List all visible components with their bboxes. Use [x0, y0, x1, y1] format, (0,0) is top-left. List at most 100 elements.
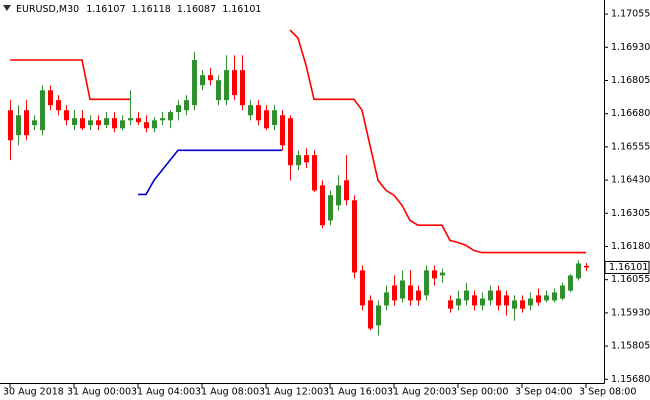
candle-body [152, 120, 157, 129]
candle-body [488, 290, 493, 301]
candle-body [280, 115, 285, 146]
candle-body [120, 120, 125, 129]
candle-body [416, 290, 421, 301]
candle-body [208, 75, 213, 81]
candle-body [88, 120, 93, 126]
candle-body [544, 295, 549, 301]
x-tick-label: 3 Sep 04:00 [515, 387, 572, 398]
candle-body [392, 285, 397, 301]
candle-body [360, 270, 365, 306]
indicator-line [10, 29, 586, 254]
y-tick-label: 1.15930 [611, 307, 650, 318]
candle-body [376, 305, 381, 326]
candle-body [408, 285, 413, 301]
candle-body [512, 300, 517, 309]
candle-body [288, 118, 293, 166]
candle-body [552, 292, 557, 301]
candle-body [368, 300, 373, 329]
candle-body [216, 80, 221, 101]
candle-body [472, 295, 477, 306]
candle-body [16, 115, 21, 136]
chart-header: EURUSD,M30 1.16107 1.16118 1.16087 1.161… [16, 4, 261, 15]
candle-body [192, 60, 197, 106]
candle-body [232, 70, 237, 96]
candle-body [24, 110, 29, 136]
candle-body [464, 290, 469, 301]
y-tick-label: 1.16805 [611, 75, 650, 86]
candle-body [224, 70, 229, 101]
candle-body [584, 265, 589, 268]
price-label-box [604, 260, 650, 274]
candle-body [304, 155, 309, 163]
candle-body [432, 270, 437, 279]
low-value: 1.16087 [177, 4, 216, 15]
candle-body [72, 118, 77, 126]
candle-body [184, 100, 189, 111]
x-tick-label: 31 Aug 20:00 [387, 387, 451, 398]
candle-body [336, 185, 341, 206]
candle-body [160, 118, 165, 121]
x-tick-label: 31 Aug 08:00 [195, 387, 259, 398]
candle-body [40, 90, 45, 131]
candle-body [352, 200, 357, 273]
candle-body [200, 75, 205, 86]
candle-body [496, 290, 501, 306]
candle-body [520, 300, 525, 309]
y-tick-label: 1.16305 [611, 208, 650, 219]
candle-body [328, 195, 333, 221]
candle-body [504, 295, 509, 306]
close-value: 1.16101 [222, 4, 261, 15]
candle-body [568, 275, 573, 291]
y-tick-label: 1.16430 [611, 175, 650, 186]
candle-body [528, 298, 533, 306]
y-tick-label: 1.16555 [611, 141, 650, 152]
indicator-line [138, 149, 282, 196]
candle-body [536, 295, 541, 303]
candle-body [440, 272, 445, 276]
candle-body [448, 300, 453, 309]
candle-body [400, 280, 405, 299]
x-tick-label: 3 Sep 08:00 [579, 387, 636, 398]
candle-body [96, 120, 101, 126]
x-tick-label: 31 Aug 00:00 [67, 387, 131, 398]
x-tick-label: 31 Aug 16:00 [323, 387, 387, 398]
candle-body [456, 298, 461, 306]
candle-body [144, 122, 149, 129]
candle-body [240, 70, 245, 106]
x-tick-label: 3 Sep 00:00 [451, 387, 508, 398]
open-value: 1.16107 [86, 4, 125, 15]
high-value: 1.16118 [132, 4, 171, 15]
candle-body [104, 118, 109, 126]
x-tick-label: 31 Aug 12:00 [259, 387, 323, 398]
candle-body [112, 118, 117, 129]
candle-body [344, 180, 349, 201]
candle-body [576, 263, 581, 279]
candle-body [296, 155, 301, 166]
y-tick-label: 1.15805 [611, 341, 650, 352]
candle-body [136, 118, 141, 123]
candle-body [320, 185, 325, 226]
y-tick-label: 1.16055 [611, 274, 650, 285]
candle-body [168, 112, 173, 121]
candle-body [176, 105, 181, 113]
candle-body [272, 110, 277, 126]
candle-body [248, 105, 253, 116]
candle-body [8, 110, 13, 141]
candle-body [32, 120, 37, 126]
x-tick-label: 30 Aug 2018 [3, 387, 64, 398]
candle-body [264, 110, 269, 129]
candle-body [312, 155, 317, 191]
y-tick-label: 1.16680 [611, 108, 650, 119]
candle-body [80, 118, 85, 129]
y-tick-label: 1.16180 [611, 241, 650, 252]
candle-body [64, 110, 69, 121]
chart-title: EURUSD,M30 [16, 4, 79, 15]
candle-body [56, 100, 61, 111]
candle-body [480, 298, 485, 306]
x-tick-label: 31 Aug 04:00 [131, 387, 195, 398]
candle-body [384, 292, 389, 306]
candle-body [128, 118, 133, 121]
candle-body [424, 270, 429, 296]
header-icon [3, 5, 11, 11]
